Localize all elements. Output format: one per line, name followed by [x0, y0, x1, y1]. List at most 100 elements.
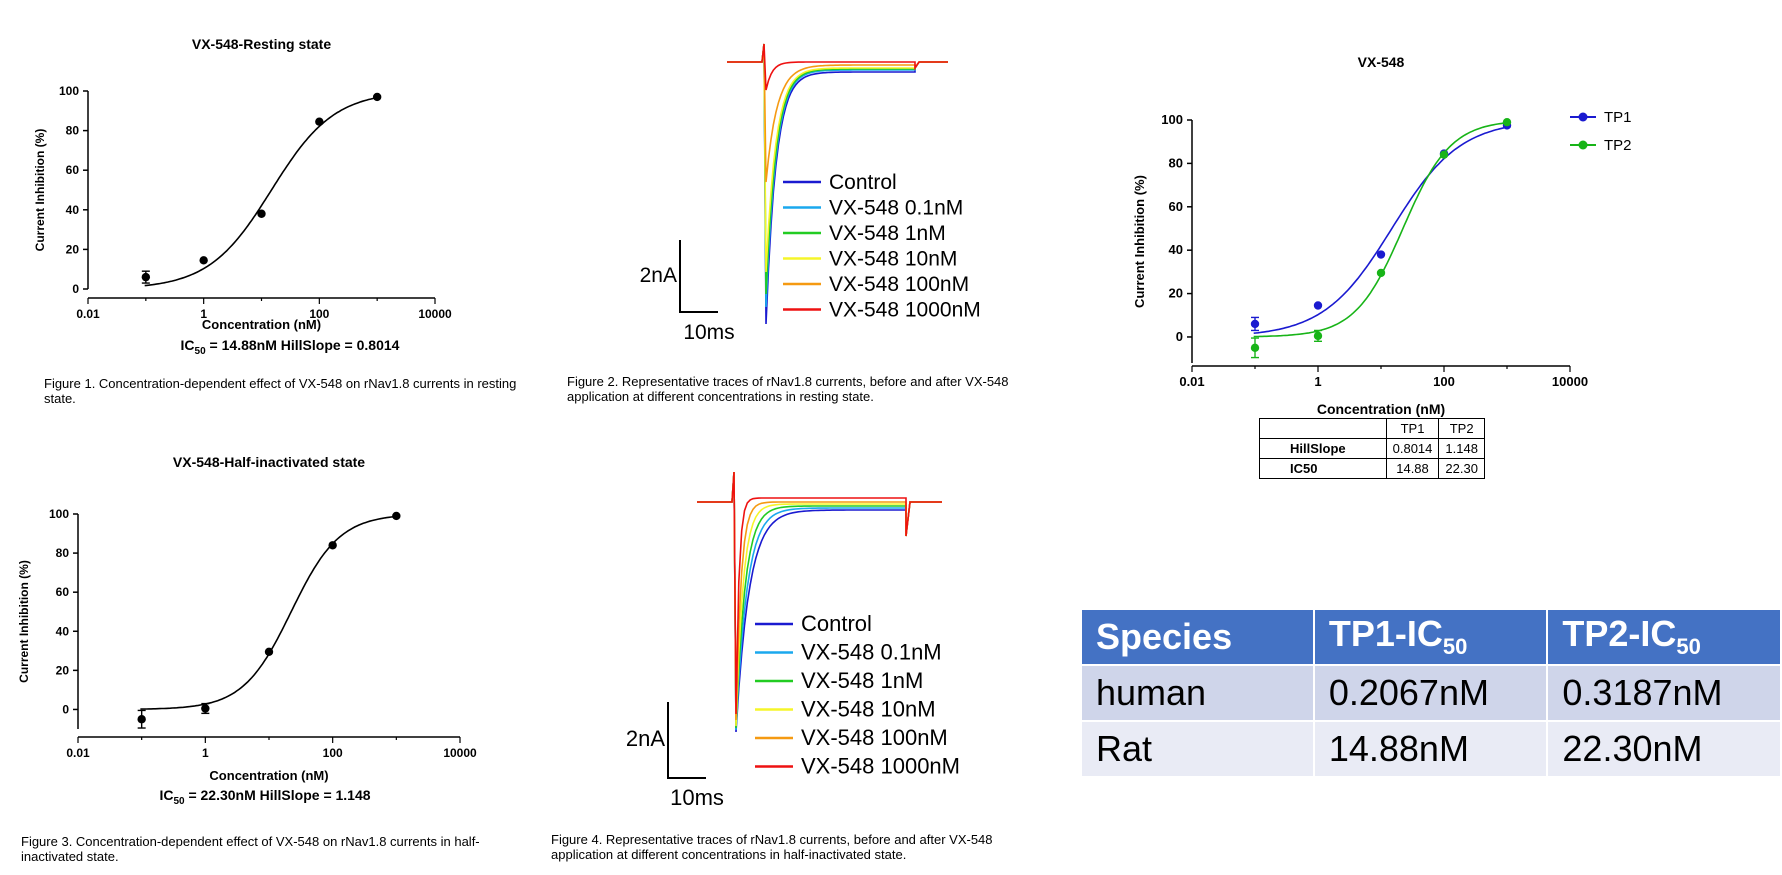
fit-table-label: HillSlope — [1259, 438, 1387, 459]
x-axis-label: Concentration (nM) — [202, 317, 321, 332]
trace-legend-label: Control — [829, 171, 897, 194]
trace-legend-label: VX-548 0.1nM — [829, 197, 963, 220]
fit-curve — [1253, 121, 1509, 338]
trace-legend-label: VX-548 1nM — [801, 668, 923, 693]
x-tick-label: 10000 — [443, 746, 477, 760]
fit-table-row: IC50 14.88 22.30 — [1259, 458, 1485, 479]
data-point — [372, 92, 382, 102]
x-tick-label: 10000 — [418, 307, 452, 321]
data-point — [1250, 343, 1260, 353]
legend-label: TP1 — [1604, 109, 1632, 126]
current-trace — [697, 471, 942, 721]
y-tick-label: 40 — [1169, 242, 1183, 257]
scale-bar — [667, 702, 706, 779]
data-point — [392, 511, 401, 521]
fit-stats-half-inactivated: IC50 = 22.30nM HillSlope = 1.148 — [159, 787, 371, 807]
dose-response-chart-half-inactivated: VX-548-Half-inactivated state02040608010… — [17, 454, 477, 783]
chart-title: VX-548-Resting state — [192, 36, 331, 52]
data-point — [1313, 301, 1323, 310]
trace-legend-label: VX-548 100nM — [801, 725, 948, 750]
current-trace — [697, 471, 942, 729]
scale-bar-time-label: 10ms — [683, 321, 734, 344]
fit-table-corner — [1259, 418, 1387, 439]
summary-header-row: Species TP1-IC50 TP2-IC50 — [1080, 608, 1782, 666]
y-tick-label: 0 — [1176, 329, 1183, 344]
current-trace — [697, 471, 942, 733]
x-tick-label: 100 — [1433, 374, 1455, 389]
fit-table-cell: 14.88 — [1385, 458, 1440, 479]
current-traces-half-inactivated: Control VX-548 0.1nM VX-548 1nM VX-548 10nM… — [626, 471, 960, 810]
x-axis-label: Concentration (nM) — [1317, 401, 1445, 417]
y-tick-label: 100 — [49, 507, 69, 521]
trace-legend-label: VX-548 10nM — [801, 697, 936, 722]
current-trace — [697, 471, 942, 715]
ic50-summary-table: Species TP1-IC50 TP2-IC50 human 0.2067nM… — [1080, 608, 1782, 778]
y-tick-label: 80 — [66, 124, 80, 138]
fit-table-cell: 1.148 — [1438, 438, 1485, 459]
y-axis-label: Current Inhibition (%) — [17, 560, 31, 683]
x-tick-label: 1 — [200, 307, 207, 321]
current-trace — [697, 471, 942, 727]
x-tick-label: 100 — [309, 307, 329, 321]
fit-table-cell: 22.30 — [1438, 458, 1485, 479]
y-tick-label: 80 — [1169, 155, 1183, 170]
summary-cell: 22.30nM — [1546, 720, 1782, 778]
data-point — [141, 272, 151, 282]
fit-curve — [1253, 126, 1509, 334]
trace-legend-label: VX-548 100nM — [829, 273, 969, 296]
fit-table-col-tp2: TP2 — [1438, 418, 1485, 439]
summary-header-species: Species — [1080, 608, 1315, 666]
y-tick-label: 100 — [59, 84, 79, 98]
y-axis-label: Current Inhibition (%) — [33, 129, 47, 252]
current-trace — [727, 43, 948, 295]
data-point — [264, 647, 274, 656]
chart-title: VX-548 — [1358, 54, 1405, 70]
y-axis-label: Current Inhibition (%) — [1132, 175, 1147, 308]
x-tick-label: 0.01 — [1179, 374, 1204, 389]
data-point — [1439, 150, 1449, 159]
scale-bar-current-label: 2nA — [640, 264, 677, 287]
summary-row-human: human 0.2067nM 0.3187nM — [1080, 664, 1782, 722]
trace-legend-label: VX-548 1nM — [829, 222, 946, 245]
current-trace — [727, 43, 948, 183]
summary-cell: 0.2067nM — [1312, 664, 1549, 722]
x-axis-label: Concentration (nM) — [209, 768, 328, 783]
data-point — [315, 117, 324, 126]
y-tick-label: 80 — [56, 546, 70, 560]
fit-table-row: HillSlope 0.8014 1.148 — [1259, 438, 1485, 459]
y-tick-label: 60 — [56, 585, 70, 599]
current-trace — [727, 43, 948, 273]
fit-parameters-table: TP1 TP2 HillSlope 0.8014 1.148 IC50 14.8… — [1259, 418, 1485, 479]
fit-stats-resting: IC50 = 14.88nM HillSlope = 0.8014 — [180, 337, 400, 357]
x-tick-label: 1 — [202, 746, 209, 760]
legend-label: TP2 — [1604, 137, 1632, 154]
fit-table-col-tp1: TP1 — [1385, 418, 1440, 439]
data-point — [1313, 331, 1323, 341]
summary-cell: 0.3187nM — [1546, 664, 1782, 722]
trace-legend-label: VX-548 0.1nM — [801, 640, 942, 665]
y-tick-label: 40 — [66, 203, 80, 217]
current-trace — [727, 43, 948, 325]
data-point — [199, 256, 208, 265]
x-tick-label: 0.01 — [76, 307, 100, 321]
data-point — [1250, 319, 1260, 329]
fit-table-label: IC50 — [1259, 458, 1387, 479]
figure-3-caption: Figure 3. Concentration-dependent effect… — [21, 834, 480, 864]
fit-curve — [144, 96, 379, 287]
y-tick-label: 0 — [72, 282, 79, 296]
y-tick-label: 60 — [1169, 199, 1183, 214]
figure-1-caption: Figure 1. Concentration-dependent effect… — [44, 376, 517, 406]
figure-4-caption: Figure 4. Representative traces of rNav1… — [551, 832, 993, 862]
chart-title: VX-548-Half-inactivated state — [173, 454, 365, 470]
y-tick-label: 40 — [56, 624, 70, 638]
summary-cell: Rat — [1080, 720, 1315, 778]
legend-marker — [1578, 112, 1588, 122]
y-tick-label: 100 — [1161, 112, 1183, 127]
data-point — [257, 209, 266, 218]
y-tick-label: 60 — [66, 163, 80, 177]
fit-table-header: TP1 TP2 — [1259, 418, 1485, 439]
data-point — [1502, 117, 1512, 127]
trace-legend-label: VX-548 10nM — [829, 248, 957, 271]
current-trace — [697, 471, 942, 731]
fit-table-cell: 0.8014 — [1385, 438, 1440, 459]
